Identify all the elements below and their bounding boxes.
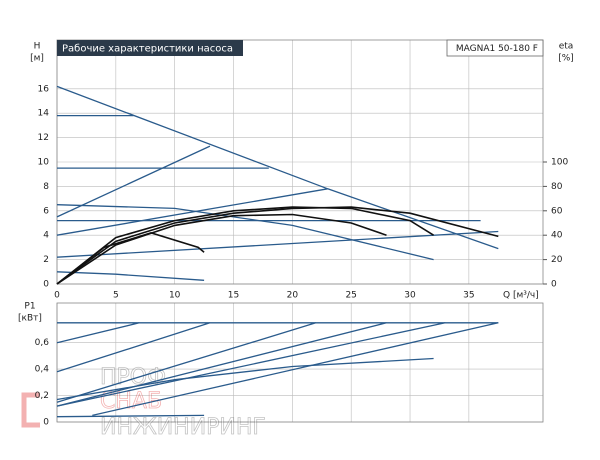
curve (92, 322, 499, 417)
y2-tick-label: 60 (551, 206, 563, 216)
x-tick-label: 30 (404, 291, 416, 301)
y2-axis-label: eta (559, 42, 574, 52)
y-tick-label: 16 (38, 84, 50, 94)
y2-tick-label: 80 (551, 182, 563, 192)
model-box (446, 39, 544, 57)
curve (56, 322, 446, 407)
curve (56, 322, 140, 344)
curve (56, 204, 434, 261)
y-tick-label: 12 (38, 133, 49, 143)
y-axis-unit: [м] (30, 54, 44, 64)
x-tick-label: 5 (113, 291, 119, 301)
curve (56, 322, 211, 373)
y-tick-label: 0 (43, 418, 49, 428)
y2-axis-unit: [%] (558, 54, 574, 64)
y-tick-label: 0,6 (35, 338, 50, 348)
x-tick-label: 10 (169, 291, 181, 301)
x-axis-label: Q [м³/ч] (503, 291, 539, 301)
x-tick-label: 20 (287, 291, 299, 301)
y-axis-unit: [кВт] (18, 314, 42, 324)
x-tick-label: 0 (54, 291, 60, 301)
y-tick-label: 0,2 (35, 391, 49, 401)
y-axis-label: P1 (24, 302, 35, 312)
watermark: ПРОФ СНАБ ИНЖИНИРИНГ (21, 365, 266, 440)
x-tick-label: 15 (228, 291, 239, 301)
y-axis-label: H (34, 42, 41, 52)
curve (56, 206, 499, 285)
y2-tick-label: 100 (551, 158, 568, 168)
watermark-text: ИНЖИНИРИНГ (100, 415, 266, 440)
curve (56, 145, 211, 218)
curve (56, 230, 499, 258)
curve (56, 414, 205, 418)
y-tick-label: 8 (43, 182, 49, 192)
curve (56, 188, 328, 236)
y-tick-label: 10 (38, 158, 50, 168)
chart-title: Рабочие характеристики насоса (62, 44, 233, 55)
curve (56, 357, 434, 401)
curve (56, 271, 205, 281)
y2-tick-label: 40 (551, 231, 563, 241)
x-tick-label: 35 (463, 291, 474, 301)
plot-frame (56, 302, 544, 423)
y-tick-label: 6 (43, 206, 49, 216)
curve (56, 322, 387, 407)
y2-tick-label: 20 (551, 255, 563, 265)
y-tick-label: 0,4 (35, 365, 50, 375)
curve (56, 213, 387, 285)
y-tick-label: 4 (43, 231, 49, 241)
y-tick-label: 2 (43, 255, 49, 265)
curve (56, 322, 317, 403)
y2-tick-label: 0 (551, 280, 557, 290)
y-tick-label: 0 (43, 280, 49, 290)
y-tick-label: 14 (38, 109, 50, 119)
logo-shape (21, 392, 40, 428)
curve (56, 206, 435, 285)
x-tick-label: 25 (345, 291, 356, 301)
model-label: MAGNA1 50-180 F (456, 44, 538, 54)
title-box (57, 40, 243, 56)
